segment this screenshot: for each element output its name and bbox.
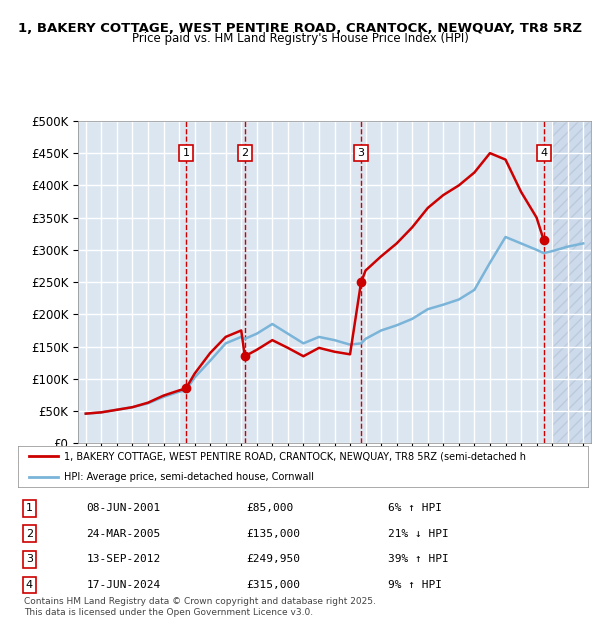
Text: 9% ↑ HPI: 9% ↑ HPI <box>389 580 443 590</box>
Text: 39% ↑ HPI: 39% ↑ HPI <box>389 554 449 564</box>
Text: 3: 3 <box>26 554 33 564</box>
Text: 1, BAKERY COTTAGE, WEST PENTIRE ROAD, CRANTOCK, NEWQUAY, TR8 5RZ: 1, BAKERY COTTAGE, WEST PENTIRE ROAD, CR… <box>18 22 582 35</box>
Text: 3: 3 <box>358 148 365 158</box>
Text: 21% ↓ HPI: 21% ↓ HPI <box>389 529 449 539</box>
Text: £315,000: £315,000 <box>246 580 300 590</box>
Text: 17-JUN-2024: 17-JUN-2024 <box>86 580 161 590</box>
Text: Contains HM Land Registry data © Crown copyright and database right 2025.
This d: Contains HM Land Registry data © Crown c… <box>24 598 376 617</box>
Text: £135,000: £135,000 <box>246 529 300 539</box>
Text: £85,000: £85,000 <box>246 503 293 513</box>
Text: £249,950: £249,950 <box>246 554 300 564</box>
Text: HPI: Average price, semi-detached house, Cornwall: HPI: Average price, semi-detached house,… <box>64 472 314 482</box>
Text: 24-MAR-2005: 24-MAR-2005 <box>86 529 161 539</box>
Text: 1: 1 <box>26 503 33 513</box>
Text: 6% ↑ HPI: 6% ↑ HPI <box>389 503 443 513</box>
Text: 2: 2 <box>241 148 248 158</box>
Text: 2: 2 <box>26 529 33 539</box>
Text: 4: 4 <box>26 580 33 590</box>
Text: 4: 4 <box>540 148 547 158</box>
Text: 1: 1 <box>182 148 190 158</box>
Bar <box>552 121 591 443</box>
Text: 1, BAKERY COTTAGE, WEST PENTIRE ROAD, CRANTOCK, NEWQUAY, TR8 5RZ (semi-detached : 1, BAKERY COTTAGE, WEST PENTIRE ROAD, CR… <box>64 451 526 461</box>
Text: 13-SEP-2012: 13-SEP-2012 <box>86 554 161 564</box>
Text: 08-JUN-2001: 08-JUN-2001 <box>86 503 161 513</box>
Text: Price paid vs. HM Land Registry's House Price Index (HPI): Price paid vs. HM Land Registry's House … <box>131 32 469 45</box>
